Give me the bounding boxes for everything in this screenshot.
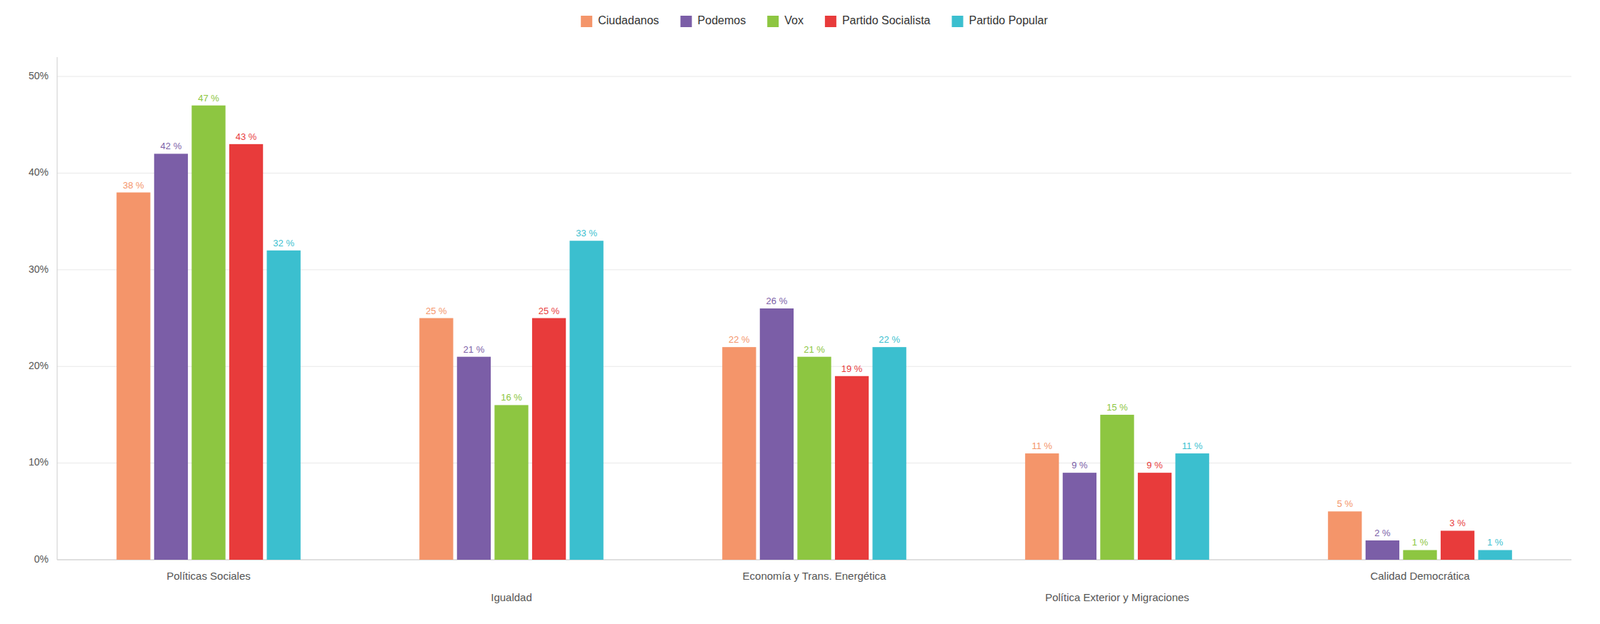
legend-swatch <box>580 15 593 28</box>
bar <box>1175 453 1209 560</box>
legend-swatch <box>767 15 779 28</box>
data-label: 11 % <box>1032 440 1053 452</box>
data-label: 25 % <box>425 305 448 317</box>
data-label: 9 % <box>1071 460 1088 471</box>
bar <box>419 318 453 560</box>
bar <box>1327 511 1362 560</box>
bar <box>191 105 225 560</box>
bar <box>722 347 756 560</box>
data-label: 43 % <box>235 131 258 143</box>
data-label: 47 % <box>197 92 220 104</box>
legend-swatch <box>825 15 837 28</box>
data-label: 19 % <box>841 363 863 375</box>
legend-label: Partido Popular <box>969 14 1049 27</box>
data-label: 3 % <box>1449 517 1466 529</box>
data-label: 42 % <box>160 140 183 152</box>
bar <box>266 250 300 560</box>
bar <box>1062 472 1097 560</box>
bar <box>1365 540 1400 560</box>
y-tick-label: 50% <box>28 70 49 82</box>
bar <box>1137 472 1172 560</box>
legend-item: Partido Popular <box>952 14 1049 28</box>
bar <box>457 357 491 560</box>
legend-swatch <box>952 15 964 28</box>
y-tick-label: 10% <box>28 456 49 468</box>
data-label: 38 % <box>122 180 145 191</box>
x-tick-label: Igualdad <box>490 591 533 604</box>
bar <box>760 308 794 560</box>
bar <box>1100 415 1134 560</box>
bar <box>797 357 831 560</box>
data-label: 16 % <box>500 392 523 403</box>
page: {"chart_data": { "type": "bar", "categor… <box>0 0 1600 624</box>
data-label: 32 % <box>272 237 295 249</box>
y-axis-line <box>57 57 58 560</box>
legend-item: Ciudadanos <box>580 14 659 28</box>
y-tick-label: 0% <box>34 553 49 565</box>
bar <box>1025 453 1059 560</box>
grid-line <box>57 172 1572 174</box>
data-label: 22 % <box>728 334 750 345</box>
data-label: 2 % <box>1374 527 1391 539</box>
bars <box>116 105 1513 560</box>
y-axis: 0% 10% 20% 30% 40% 50% <box>28 57 1572 565</box>
data-label: 5 % <box>1337 498 1354 510</box>
bar <box>835 376 869 560</box>
bar <box>532 318 566 560</box>
legend-item: Partido Socialista <box>825 14 931 28</box>
x-tick-label: Políticas Sociales <box>166 570 251 583</box>
data-label: 1 % <box>1412 537 1429 548</box>
bar <box>116 192 150 560</box>
y-tick-label: 30% <box>28 263 49 275</box>
legend-label: Partido Socialista <box>842 14 931 27</box>
x-tick-label: Calidad Democrática <box>1370 570 1470 583</box>
bar <box>1402 550 1437 560</box>
grid <box>57 76 1572 560</box>
y-tick-label: 40% <box>28 166 49 178</box>
grid-line <box>57 76 1572 78</box>
data-label: 33 % <box>575 227 598 239</box>
data-label: 21 % <box>463 344 485 355</box>
data-label: 15 % <box>1106 402 1128 413</box>
x-axis: Políticas Sociales Igualdad Economía y Tra… <box>166 570 1470 604</box>
chart: 0% 10% 20% 30% 40% 50% 38 % 25 % 22 % 11 % 5 % 42 %… <box>0 0 1600 624</box>
legend-label: Podemos <box>697 14 747 27</box>
bar <box>872 347 906 560</box>
data-labels: 38 % 25 % 22 % 11 % 5 % 42 % 21 % 26 % 9 % 2 % 47 … <box>122 92 1504 549</box>
y-tick-label: 20% <box>28 360 49 372</box>
bar <box>1477 550 1512 560</box>
bar <box>569 240 603 560</box>
data-label: 21 % <box>803 344 825 355</box>
data-label: 9 % <box>1146 460 1163 471</box>
data-label: 1 % <box>1487 537 1504 548</box>
data-label: 25 % <box>538 305 560 317</box>
bar <box>154 153 188 560</box>
data-label: 11 % <box>1182 440 1203 452</box>
legend-label: Ciudadanos <box>597 14 659 27</box>
bar <box>494 405 528 560</box>
legend: Ciudadanos Podemos Vox Partido Socialista Pa… <box>580 14 1048 28</box>
legend-swatch <box>680 15 693 28</box>
data-label: 26 % <box>766 295 788 307</box>
legend-item: Vox <box>767 14 804 28</box>
legend-item: Podemos <box>680 14 747 28</box>
bar <box>1440 530 1475 560</box>
x-tick-label: Economía y Trans. Energética <box>742 570 888 583</box>
data-label: 22 % <box>878 334 900 345</box>
legend-label: Vox <box>784 14 804 27</box>
x-tick-label: Política Exterior y Migraciones <box>1045 591 1190 604</box>
bar <box>229 144 263 560</box>
